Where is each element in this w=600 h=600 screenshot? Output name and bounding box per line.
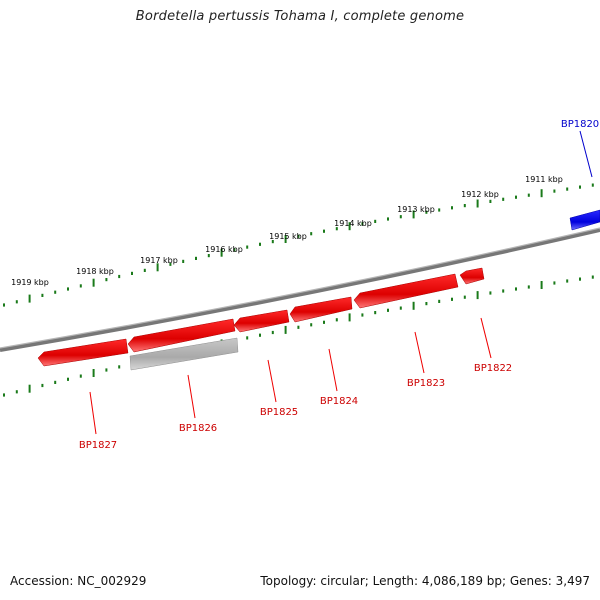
gene-bp1824-leader: [328, 348, 338, 392]
gene-bp1826[interactable]: BP1826: [127, 318, 239, 434]
kbp-label-1913: 1913 kbp: [397, 205, 435, 214]
gene-bp1824-arrow[interactable]: [289, 296, 353, 323]
genome-backbone: [0, 228, 600, 352]
outer-tick-ring: [3, 183, 594, 307]
gene-bp1826-arrow[interactable]: [127, 318, 236, 353]
gene-bp1820-leader: [579, 130, 593, 178]
gene-bp1825[interactable]: BP1825: [233, 309, 298, 418]
gene-bp1824-label[interactable]: BP1824: [320, 396, 358, 407]
kbp-label-1918: 1918 kbp: [76, 267, 114, 276]
gene-bp1827-arrow[interactable]: [37, 338, 129, 367]
gene-bp1824[interactable]: BP1824: [289, 296, 358, 407]
gene-bp1820-arrow[interactable]: [569, 209, 600, 231]
gene-bp1825-leader: [267, 359, 277, 403]
gene-bp1827-label[interactable]: BP1827: [79, 440, 117, 451]
gene-bp1825-label[interactable]: BP1825: [260, 407, 298, 418]
kbp-label-1914: 1914 kbp: [334, 219, 372, 228]
gene-bp1827[interactable]: BP1827: [37, 338, 129, 451]
gene-bp1820-label[interactable]: BP1820: [561, 119, 599, 130]
gene-bp1822-label[interactable]: BP1822: [474, 363, 512, 374]
gene-bp1826-label[interactable]: BP1826: [179, 423, 217, 434]
gene-bp1820[interactable]: BP1820: [561, 119, 600, 231]
gene-bp1822-leader: [480, 317, 492, 359]
gene-bp1826-pseudo-bar[interactable]: [129, 337, 239, 371]
gene-bp1823-arrow[interactable]: [353, 273, 459, 309]
kbp-label-1917: 1917 kbp: [140, 256, 178, 265]
genome-backbone-highlight: [0, 227, 600, 349]
kbp-label-1915: 1915 kbp: [269, 232, 307, 241]
kbp-label-1911: 1911 kbp: [525, 175, 563, 184]
gene-bp1823[interactable]: BP1823: [353, 273, 459, 389]
gene-bp1823-leader: [414, 331, 425, 374]
kbp-label-1916: 1916 kbp: [205, 245, 243, 254]
genome-title: Bordetella pertussis Tohama I, complete …: [135, 9, 465, 24]
gene-bp1823-label[interactable]: BP1823: [407, 378, 445, 389]
gene-bp1822[interactable]: BP1822: [459, 267, 512, 374]
gene-bp1827-leader: [89, 391, 97, 435]
gene-bp1822-arrow[interactable]: [459, 267, 485, 285]
gene-bp1826-leader: [187, 374, 196, 419]
kbp-labels: 1911 kbp 1912 kbp 1913 kbp 1914 kbp 1915…: [11, 175, 563, 287]
kbp-label-1912: 1912 kbp: [461, 190, 499, 199]
genome-summary-text: Topology: circular; Length: 4,086,189 bp…: [260, 574, 590, 588]
gene-bp1825-arrow[interactable]: [233, 309, 290, 333]
accession-text: Accession: NC_002929: [10, 574, 147, 588]
kbp-label-1919: 1919 kbp: [11, 278, 49, 287]
